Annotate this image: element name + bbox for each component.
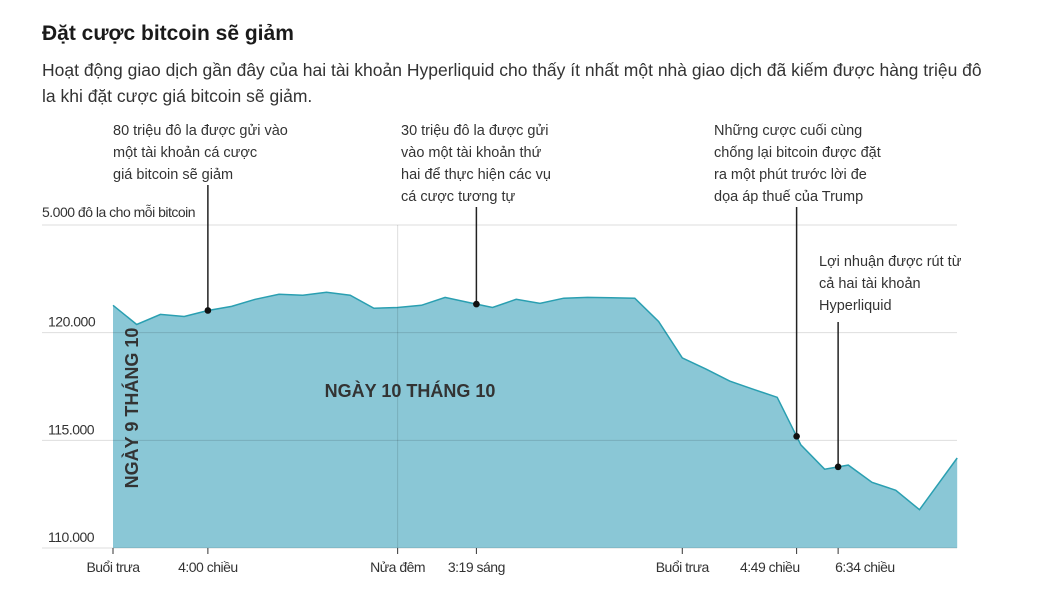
- day-label-oct-10: NGÀY 10 THÁNG 10: [325, 380, 496, 401]
- annotation-deposit-80m: 80 triệu đô la được gửi vào một tài khoả…: [113, 123, 288, 183]
- annotation-dot: [834, 463, 842, 471]
- x-tick-label: 4:49 chiều: [740, 559, 800, 575]
- chart-subtitle: Hoạt động giao dịch gần đây của hai tài …: [42, 60, 982, 106]
- y-axis-label: 5.000 đô la cho mỗi bitcoin: [42, 204, 195, 220]
- annotation-dot: [793, 432, 800, 440]
- x-tick-label: Nửa đêm: [370, 559, 425, 575]
- chart-title: Đặt cược bitcoin sẽ giảm: [42, 22, 294, 45]
- annotation-dot: [204, 307, 212, 314]
- y-tick-label: 120.000: [48, 314, 96, 330]
- annotation-profits-withdrawn: Lợi nhuận được rút từ cả hai tài khoản H…: [819, 254, 962, 314]
- price-line: [112, 291, 958, 511]
- y-tick-label: 110.000: [48, 529, 95, 545]
- price-area: [113, 292, 958, 548]
- y-tick-label: 115.000: [48, 421, 95, 437]
- annotation-dot: [473, 300, 480, 308]
- x-tick-label: Buổi trưa: [656, 559, 710, 575]
- x-tick-label: Buổi trưa: [86, 559, 140, 575]
- annotation-last-bets: Những cược cuối cùng chống lại bitcoin đ…: [714, 123, 881, 205]
- x-tick-label: 3:19 sáng: [448, 559, 505, 575]
- annotation-deposit-30m: 30 triệu đô la được gửi vào một tài khoả…: [401, 123, 551, 205]
- x-tick-label: 6:34 chiều: [835, 559, 895, 575]
- x-tick-label: 4:00 chiều: [178, 559, 238, 575]
- day-label-oct-9: NGÀY 9 THÁNG 10: [121, 328, 142, 489]
